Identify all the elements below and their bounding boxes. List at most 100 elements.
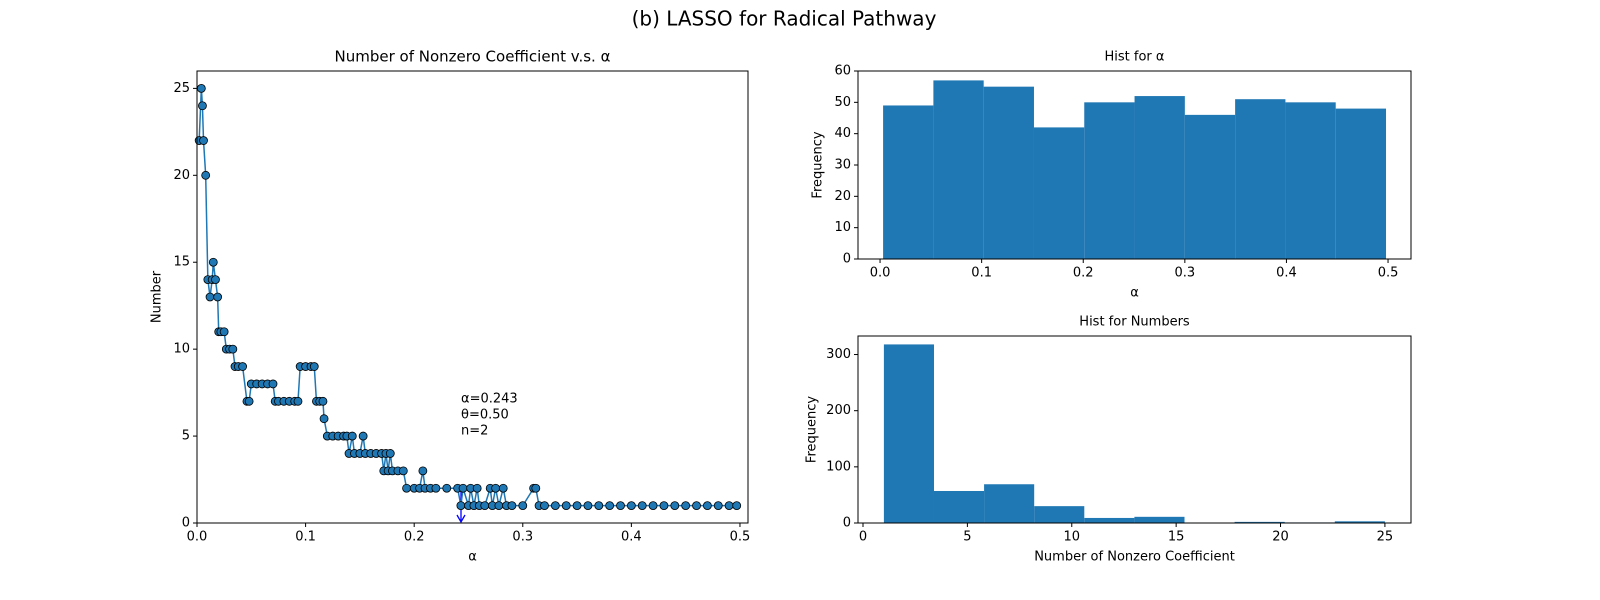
- x-tick-label: 0.2: [404, 530, 425, 545]
- data-point: [531, 483, 541, 493]
- data-point: [472, 483, 482, 493]
- x-axis-label: Number of Nonzero Coefficient: [1034, 550, 1235, 565]
- data-point: [309, 362, 319, 371]
- hist-bar: [1034, 506, 1085, 523]
- x-tick-label: 10: [1063, 530, 1080, 545]
- hist-bar: [1134, 516, 1185, 523]
- data-point: [385, 449, 395, 458]
- x-tick-label: 25: [1377, 530, 1394, 545]
- y-tick-label: 5: [182, 429, 190, 444]
- x-tick-label: 0.3: [1174, 266, 1195, 281]
- hist-bar: [1184, 114, 1236, 259]
- x-tick-label: 0.0: [187, 530, 208, 545]
- axes-title: Number of Nonzero Coefficient v.s. α: [335, 48, 611, 66]
- data-point: [572, 501, 582, 511]
- data-point: [228, 344, 238, 354]
- data-point: [244, 396, 254, 406]
- data-point: [211, 275, 220, 285]
- data-point: [692, 501, 701, 511]
- hist-bar: [1134, 96, 1185, 259]
- hist-bar: [1285, 102, 1336, 259]
- data-point: [213, 292, 223, 302]
- data-point: [268, 379, 278, 389]
- y-axis-label: Number: [150, 270, 165, 323]
- hist-bar: [1235, 99, 1286, 259]
- y-tick-label: 30: [834, 158, 851, 173]
- y-tick-label: 100: [826, 459, 851, 474]
- y-tick-label: 0: [182, 516, 190, 531]
- data-point: [540, 501, 549, 511]
- annotation: θ=0.50: [461, 408, 509, 423]
- x-tick-label: 20: [1272, 530, 1289, 545]
- y-axis-label: Frequency: [811, 131, 826, 198]
- data-point: [498, 483, 508, 493]
- data-point: [319, 414, 329, 424]
- data-point: [494, 501, 504, 511]
- hist-bar: [1084, 102, 1135, 259]
- data-point: [561, 501, 571, 511]
- y-tick-label: 15: [173, 255, 190, 270]
- data-point: [713, 501, 723, 511]
- axes-frame: [857, 335, 1412, 524]
- hist-bar: [1234, 521, 1285, 523]
- y-tick-label: 60: [834, 64, 851, 79]
- x-tick-label: 0.1: [971, 266, 992, 281]
- x-tick-label: 0.5: [1378, 266, 1399, 281]
- y-axis-label: Frequency: [805, 396, 820, 463]
- data-point: [456, 501, 466, 511]
- subplot: 0.0 0.1 0.2 0.3 0.4 0.5 0 10 20 30 40 50 60 Hist for …: [811, 50, 1412, 301]
- data-point: [681, 501, 691, 511]
- data-point: [702, 501, 712, 511]
- y-tick-label: 10: [834, 220, 851, 235]
- data-point: [724, 501, 734, 511]
- figure-title: (b) LASSO for Radical Pathway: [632, 7, 937, 31]
- data-point: [293, 396, 303, 406]
- axes-title: Hist for Numbers: [1079, 315, 1190, 330]
- x-tick-label: 0.0: [870, 266, 891, 281]
- axes-title: Hist for α: [1105, 50, 1165, 65]
- x-tick-label: 0.4: [621, 530, 642, 545]
- y-tick-label: 200: [826, 403, 851, 418]
- x-tick-label: 0.3: [512, 530, 533, 545]
- data-point: [518, 501, 528, 511]
- data-point: [398, 466, 408, 476]
- data-point: [198, 101, 207, 111]
- y-tick-label: 25: [173, 81, 190, 96]
- x-tick-label: 0.5: [730, 530, 751, 545]
- y-tick-label: 50: [834, 95, 851, 110]
- y-tick-label: 10: [173, 342, 190, 357]
- data-point: [458, 483, 468, 493]
- data-point: [199, 136, 208, 145]
- data-point: [648, 501, 658, 511]
- data-point: [431, 483, 441, 493]
- data-point: [402, 483, 411, 493]
- hist-bar: [1334, 521, 1385, 523]
- y-tick-label: 0: [843, 252, 851, 267]
- subplot: 0 5 10 15 20 25 0 100 200 300 Hist for Numbers Numb…: [805, 315, 1412, 565]
- data-point: [637, 501, 647, 511]
- y-tick-label: 20: [173, 168, 190, 183]
- y-tick-label: 300: [826, 347, 851, 362]
- data-point: [201, 170, 211, 180]
- data-point: [605, 501, 615, 511]
- hist-bar: [933, 80, 984, 260]
- data-point: [626, 501, 636, 511]
- x-tick-label: 5: [963, 530, 971, 545]
- data-point: [358, 431, 368, 441]
- hist-bar: [883, 105, 934, 259]
- annotation: α=0.243: [461, 392, 518, 407]
- y-tick-label: 0: [843, 516, 851, 531]
- data-point: [208, 257, 218, 267]
- data-point: [238, 362, 248, 371]
- hist-bar: [983, 86, 1034, 260]
- data-point: [659, 501, 669, 511]
- data-point: [480, 501, 490, 511]
- data-point: [418, 466, 428, 476]
- x-tick-label: 0.1: [295, 530, 316, 545]
- data-point: [442, 483, 452, 493]
- x-axis-label: α: [1130, 286, 1139, 301]
- data-point: [491, 483, 501, 493]
- data-point: [583, 501, 593, 511]
